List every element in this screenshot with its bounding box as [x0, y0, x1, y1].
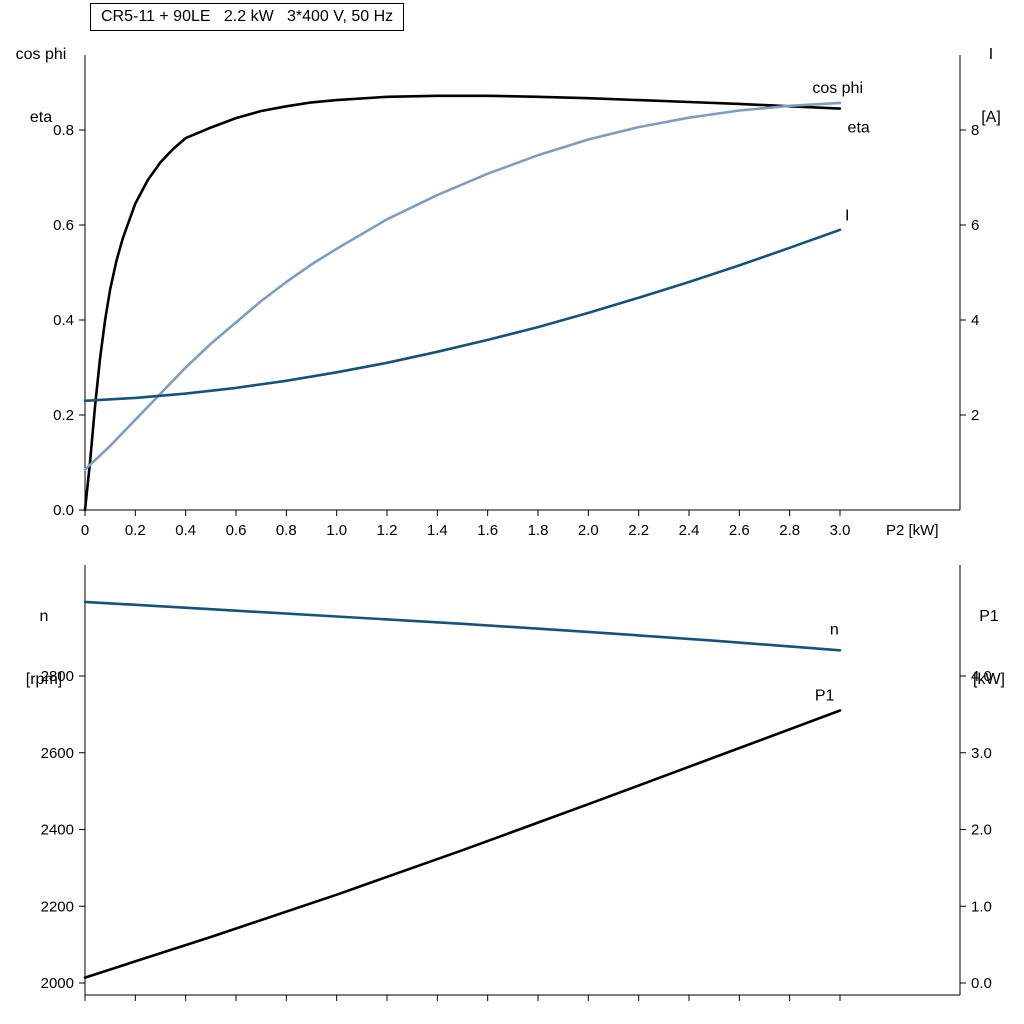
svg-text:0.2: 0.2: [53, 407, 74, 424]
svg-text:2.4: 2.4: [679, 522, 700, 539]
curve-eta: [83, 94, 842, 512]
chart-title: CR5-11 + 90LE 2.2 kW 3*400 V, 50 Hz: [90, 3, 405, 31]
chart-panel-1: 2000 2200 2400 2600 2800 0.0 1.0 2.0 3.0 4.0 n P1: [41, 565, 992, 1001]
svg-text:eta: eta: [848, 119, 870, 136]
svg-text:I: I: [845, 207, 849, 224]
svg-text:3.0: 3.0: [971, 745, 992, 762]
curve-cos-phi: [83, 101, 842, 471]
svg-text:1.0: 1.0: [326, 522, 347, 539]
svg-text:2.0: 2.0: [971, 822, 992, 839]
svg-text:cos phi: cos phi: [812, 80, 863, 97]
y-left-axis-label-line1: cos phi: [15, 46, 67, 63]
svg-text:0: 0: [81, 522, 89, 539]
svg-text:1.4: 1.4: [427, 522, 448, 539]
svg-text:0.2: 0.2: [125, 522, 146, 539]
svg-text:2: 2: [971, 407, 979, 424]
y-left-axis-label-line2: eta: [29, 109, 53, 126]
svg-text:8: 8: [971, 122, 979, 139]
bottom-left-axis-label: n [rpm]: [12, 564, 76, 732]
top-right-axis-label: I [A]: [964, 2, 1018, 170]
svg-text:P2 [kW]: P2 [kW]: [886, 522, 939, 539]
svg-text:n: n: [830, 622, 839, 639]
svg-text:4: 4: [971, 312, 979, 329]
svg-text:0.8: 0.8: [53, 122, 74, 139]
svg-text:2400: 2400: [41, 822, 74, 839]
top-left-axis-label: cos phi eta: [4, 2, 78, 170]
svg-text:2.6: 2.6: [729, 522, 750, 539]
svg-text:0.4: 0.4: [175, 522, 196, 539]
p1-axis-label-line1: P1: [979, 608, 999, 625]
p1-axis-label-line2: [kW]: [973, 671, 1005, 688]
svg-text:0.0: 0.0: [971, 975, 992, 992]
n-axis-label-line1: n: [39, 608, 49, 625]
curve-P1: [83, 709, 842, 979]
svg-text:0.8: 0.8: [276, 522, 297, 539]
svg-text:1.2: 1.2: [377, 522, 398, 539]
svg-text:6: 6: [971, 217, 979, 234]
y-right-axis-label-line1: I: [988, 46, 994, 63]
svg-text:2.0: 2.0: [578, 522, 599, 539]
n-axis-label-line2: [rpm]: [25, 671, 63, 688]
chart-panel-0: 0 0.2 0.4 0.6 0.8 1.0 1.2 1.4 1.6 1.8 2.0 2.2 2.4 2.6…: [53, 55, 979, 539]
bottom-right-axis-label: P1 [kW]: [960, 564, 1018, 732]
svg-text:1.8: 1.8: [528, 522, 549, 539]
curve-n: [83, 600, 842, 652]
svg-text:1.6: 1.6: [477, 522, 498, 539]
y-right-axis-label-line2: [A]: [981, 109, 1001, 126]
svg-text:0.6: 0.6: [226, 522, 247, 539]
svg-text:2.2: 2.2: [628, 522, 649, 539]
svg-text:2200: 2200: [41, 898, 74, 915]
svg-text:2800: 2800: [41, 668, 74, 685]
svg-text:0.0: 0.0: [53, 502, 74, 519]
curve-I: [83, 228, 842, 403]
svg-text:1.0: 1.0: [971, 898, 992, 915]
svg-text:2.8: 2.8: [779, 522, 800, 539]
svg-text:4.0: 4.0: [971, 668, 992, 685]
svg-text:0.4: 0.4: [53, 312, 74, 329]
svg-text:2600: 2600: [41, 745, 74, 762]
svg-text:P1: P1: [815, 688, 835, 705]
svg-text:0.6: 0.6: [53, 217, 74, 234]
svg-text:2000: 2000: [41, 975, 74, 992]
svg-text:3.0: 3.0: [830, 522, 851, 539]
